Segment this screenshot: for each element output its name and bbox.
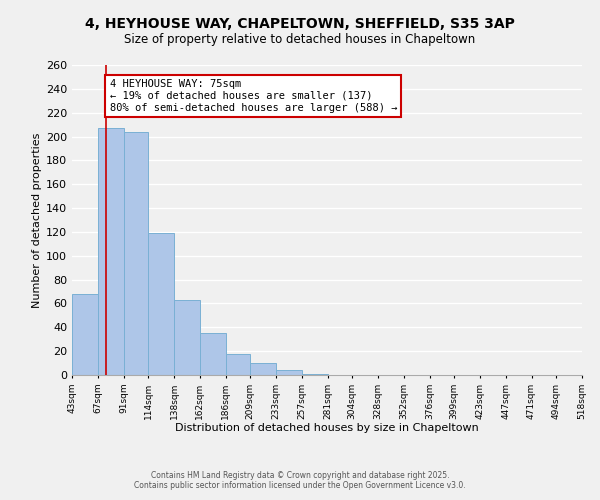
Bar bbox=[276, 370, 302, 375]
Bar bbox=[250, 363, 276, 375]
Bar bbox=[302, 374, 328, 375]
Bar bbox=[148, 233, 174, 375]
Text: 4 HEYHOUSE WAY: 75sqm
← 19% of detached houses are smaller (137)
80% of semi-det: 4 HEYHOUSE WAY: 75sqm ← 19% of detached … bbox=[110, 80, 397, 112]
Bar bbox=[174, 300, 200, 375]
Bar bbox=[98, 128, 124, 375]
X-axis label: Distribution of detached houses by size in Chapeltown: Distribution of detached houses by size … bbox=[175, 423, 479, 433]
Bar bbox=[72, 294, 98, 375]
Text: 4, HEYHOUSE WAY, CHAPELTOWN, SHEFFIELD, S35 3AP: 4, HEYHOUSE WAY, CHAPELTOWN, SHEFFIELD, … bbox=[85, 18, 515, 32]
Text: Contains HM Land Registry data © Crown copyright and database right 2025.
Contai: Contains HM Land Registry data © Crown c… bbox=[134, 470, 466, 490]
Bar bbox=[200, 334, 226, 375]
Y-axis label: Number of detached properties: Number of detached properties bbox=[32, 132, 42, 308]
Bar bbox=[226, 354, 250, 375]
Bar bbox=[124, 132, 148, 375]
Text: Size of property relative to detached houses in Chapeltown: Size of property relative to detached ho… bbox=[124, 32, 476, 46]
